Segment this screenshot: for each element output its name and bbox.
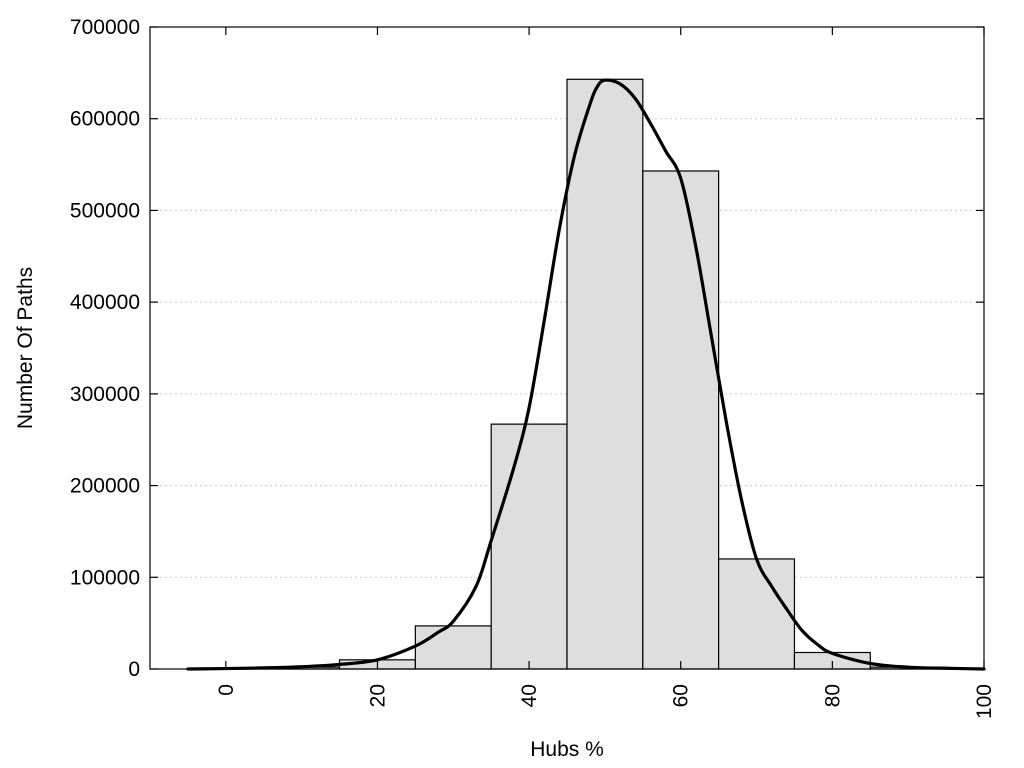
histogram-bar	[718, 558, 796, 670]
x-tick-label: 0	[215, 684, 238, 696]
bars-layer	[187, 78, 947, 670]
y-tick-label: 300000	[70, 383, 140, 406]
histogram-bar	[414, 625, 492, 670]
x-tick-label: 60	[670, 684, 693, 707]
histogram-bar	[642, 170, 720, 670]
y-tick-label: 400000	[70, 291, 140, 314]
ticks-layer	[150, 26, 985, 670]
x-tick-label: 80	[821, 684, 844, 707]
density-curve-line	[186, 78, 986, 671]
y-axis-title: Number Of Paths	[14, 267, 37, 429]
plot-frame	[149, 26, 985, 670]
y-tick-label: 0	[128, 658, 140, 681]
y-tick-label: 600000	[70, 108, 140, 131]
y-tick-label: 100000	[70, 566, 140, 589]
histogram-bar	[566, 78, 644, 670]
x-tick-label: 100	[973, 684, 996, 719]
y-tick-label: 200000	[70, 475, 140, 498]
y-tick-label: 500000	[70, 199, 140, 222]
histogram-bar	[490, 423, 568, 670]
tick-labels-layer: 0 100000 200000 300000 400000 500000 600000 700…	[70, 16, 996, 719]
x-tick-label: 40	[518, 684, 541, 707]
x-tick-label: 20	[366, 684, 389, 707]
y-tick-label: 700000	[70, 16, 140, 39]
x-axis-title: Hubs %	[530, 738, 604, 761]
